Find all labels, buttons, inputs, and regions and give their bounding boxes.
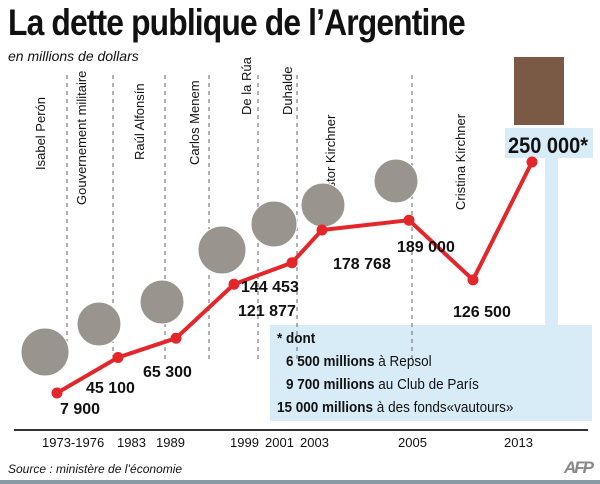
data-point (467, 274, 479, 286)
bottom-bar (0, 480, 600, 484)
data-point (112, 351, 124, 363)
portrait-photo (76, 301, 122, 347)
note-item: 15 000 millions à des fonds«vautours» (277, 399, 513, 416)
president-label: Duhalde (280, 67, 295, 115)
data-label: 45 100 (86, 380, 135, 397)
data-label: 65 300 (143, 364, 192, 381)
x-tick-label: 2001 (265, 435, 294, 450)
president-label: Gouvernement militaire (74, 71, 89, 205)
president-label: De la Rúa (239, 56, 254, 115)
data-label: 189 000 (397, 239, 455, 256)
data-point (170, 332, 182, 344)
chart-subtitle: en millions de dollars (8, 48, 139, 64)
portrait-photo (197, 225, 247, 275)
note-item: 9 700 millions au Club de París (286, 376, 479, 393)
x-tick-label: 2013 (504, 435, 533, 450)
data-label: 7 900 (60, 401, 100, 418)
x-tick-label: 1973-1976 (42, 435, 104, 450)
x-tick-label: 2003 (300, 435, 329, 450)
president-label: Carlos Menem (187, 80, 202, 165)
note-amount: 15 000 millions (277, 399, 374, 416)
afp-logo: AFP (564, 458, 594, 477)
data-label: 178 768 (333, 256, 391, 273)
data-label: 121 877 (238, 303, 296, 320)
x-tick-label: 1989 (156, 435, 185, 450)
data-point (51, 387, 63, 399)
data-point (403, 214, 415, 226)
data-point (316, 224, 328, 236)
data-point (286, 257, 298, 269)
source-note: Source : ministère de l’économie (8, 462, 183, 476)
note-item: 6 500 millions à Repsol (286, 353, 432, 370)
note-amount: 6 500 millions (286, 353, 375, 370)
note-text: au Club de París (374, 376, 479, 393)
x-tick-label: 1999 (230, 435, 259, 450)
note-amount: 9 700 millions (286, 376, 375, 393)
callout-stem (545, 150, 558, 326)
president-label: Cristina Kirchner (453, 113, 468, 210)
note-heading: * dont (277, 330, 316, 347)
portrait-photo (514, 57, 564, 125)
x-tick-label: 1983 (117, 435, 146, 450)
portrait-photo (139, 279, 185, 325)
data-point (228, 278, 240, 290)
data-point (526, 156, 538, 168)
data-label: 126 500 (453, 304, 511, 321)
note-text: à des fonds«vautours» (373, 399, 514, 416)
president-label: Néstor Kirchner (323, 114, 338, 205)
portrait-photo (373, 158, 419, 204)
chart-title: La dette publique de l’Argentine (8, 2, 466, 43)
data-label: 144 453 (241, 279, 299, 296)
note-box (270, 325, 592, 421)
portrait-photo (20, 327, 70, 377)
note-text: à Repsol (374, 353, 432, 370)
president-label: Isabel Perón (33, 97, 48, 170)
portrait-photo (300, 182, 346, 228)
x-tick-label: 2005 (398, 435, 427, 450)
portrait-photo (250, 200, 298, 248)
data-label: 250 000* (508, 133, 588, 158)
president-label: Raúl Alfonsín (132, 83, 147, 160)
